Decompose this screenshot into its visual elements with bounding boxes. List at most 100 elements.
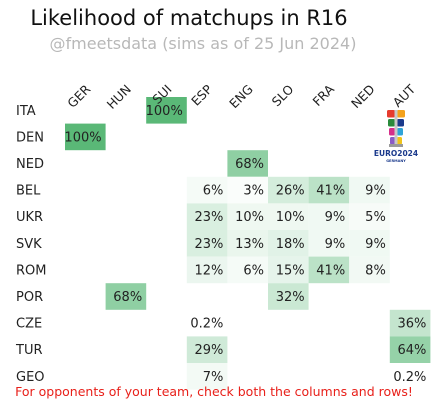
cell-bel-ned [349, 176, 390, 204]
cell-label: 68% [113, 290, 142, 305]
row-header-svk: SVK [16, 237, 42, 252]
chart-subtitle: @fmeetsdata (sims as of 25 Jun 2024) [50, 34, 357, 53]
cell-svk-esp [186, 230, 228, 257]
trophy-segment [387, 110, 395, 118]
cell-label: 32% [276, 290, 305, 305]
cell-label: 15% [276, 263, 305, 278]
cell-bel-eng [227, 176, 268, 204]
column-headers: GER HUN SUI ESP ENG SLO FRA NED AUT [64, 81, 418, 112]
cell-por-slo [268, 283, 309, 310]
logo-subtext: GERMANY [386, 159, 406, 163]
cell-label: 0.2% [190, 317, 223, 332]
row-header-cze: CZE [16, 317, 42, 332]
cell-label: 13% [235, 237, 264, 252]
cell-cze-aut [389, 309, 431, 337]
cell-por-hun [105, 283, 147, 310]
cell-label: 29% [194, 343, 223, 358]
heatmap-cells: 100% 100% 68% 6% 3% 26% 41% 9% 23% 10% 10% 9% 5% 23% 1… [64, 97, 431, 390]
cell-label: 64% [397, 343, 426, 358]
trophy-segment [397, 128, 403, 136]
column-header-eng: ENG [226, 82, 256, 112]
cell-tur-esp [186, 336, 228, 363]
trophy-segment [388, 119, 395, 127]
cell-svk-eng [227, 230, 268, 257]
cell-geo-esp [186, 363, 228, 390]
cell-ita-sui [146, 97, 187, 124]
cell-label: 9% [365, 184, 386, 199]
chart-title: Likelihood of matchups in R16 [30, 6, 347, 30]
cell-label: 6% [203, 184, 224, 199]
column-header-fra: FRA [309, 81, 337, 109]
trophy-segment [397, 110, 405, 118]
cell-svk-slo [268, 230, 309, 257]
cell-tur-aut [389, 336, 431, 363]
cell-label: 23% [194, 210, 223, 225]
cell-label: 68% [235, 157, 264, 172]
row-header-ukr: UKR [16, 210, 43, 225]
cell-label: 36% [397, 317, 426, 332]
cell-bel-esp [186, 176, 228, 204]
row-header-tur: TUR [15, 343, 43, 358]
column-header-esp: ESP [188, 81, 215, 108]
cell-ned-eng [227, 150, 268, 177]
cell-ukr-ned [349, 203, 390, 230]
trophy-segment [390, 137, 395, 145]
cell-label: 8% [365, 263, 386, 278]
column-header-ger: GER [64, 81, 93, 110]
cell-svk-fra [308, 230, 350, 257]
column-header-aut: AUT [390, 81, 419, 110]
cell-label: 9% [325, 237, 346, 252]
cell-label: 9% [365, 237, 386, 252]
row-header-por: POR [16, 290, 43, 305]
cell-label: 23% [194, 237, 223, 252]
cell-label: 41% [316, 184, 345, 199]
cell-bel-slo [268, 176, 309, 204]
row-header-den: DEN [16, 130, 44, 145]
cell-label: 41% [316, 263, 345, 278]
cell-ukr-fra [308, 203, 350, 230]
cell-label: 12% [194, 263, 223, 278]
trophy-stem [394, 110, 398, 144]
cell-den-ger [65, 123, 106, 151]
cell-ukr-slo [268, 203, 309, 230]
cell-svk-ned [349, 230, 390, 257]
cell-cze-esp [186, 309, 228, 337]
row-header-ita: ITA [16, 104, 36, 119]
cell-rom-eng [227, 256, 268, 284]
cell-rom-fra [308, 256, 350, 284]
trophy-segment [389, 128, 395, 136]
cell-label: 5% [365, 210, 386, 225]
cell-ukr-esp [186, 203, 228, 230]
cell-label: 10% [276, 210, 305, 225]
cell-label: 3% [243, 184, 264, 199]
column-header-slo: SLO [269, 81, 297, 109]
cell-label: 18% [276, 237, 305, 252]
cell-rom-ned [349, 256, 390, 284]
row-header-geo: GEO [16, 370, 45, 385]
cell-label: 100% [64, 130, 101, 145]
trophy-segment [397, 137, 402, 145]
cell-label: 6% [243, 263, 264, 278]
row-header-ned: NED [16, 157, 44, 172]
column-header-hun: HUN [104, 82, 134, 112]
cell-label: 0.2% [393, 370, 426, 385]
cell-label: 10% [235, 210, 264, 225]
cell-rom-esp [186, 256, 228, 284]
cell-label: 100% [146, 104, 183, 119]
cell-rom-slo [268, 256, 309, 284]
euro2024-logo: EURO2024 GERMANY [374, 110, 418, 163]
cell-label: 26% [276, 184, 305, 199]
row-header-bel: BEL [16, 184, 41, 199]
row-header-rom: ROM [16, 263, 46, 278]
logo-text: EURO2024 [374, 149, 418, 158]
cell-label: 9% [325, 210, 346, 225]
trophy-segment [397, 119, 404, 127]
trophy-base [389, 144, 403, 147]
column-header-ned: NED [348, 82, 378, 112]
cell-bel-fra [308, 176, 350, 204]
footnote: For opponents of your team, check both t… [15, 384, 413, 399]
logo-trophy-icon [387, 110, 405, 147]
cell-geo-aut [389, 363, 431, 390]
cell-ukr-eng [227, 203, 268, 230]
